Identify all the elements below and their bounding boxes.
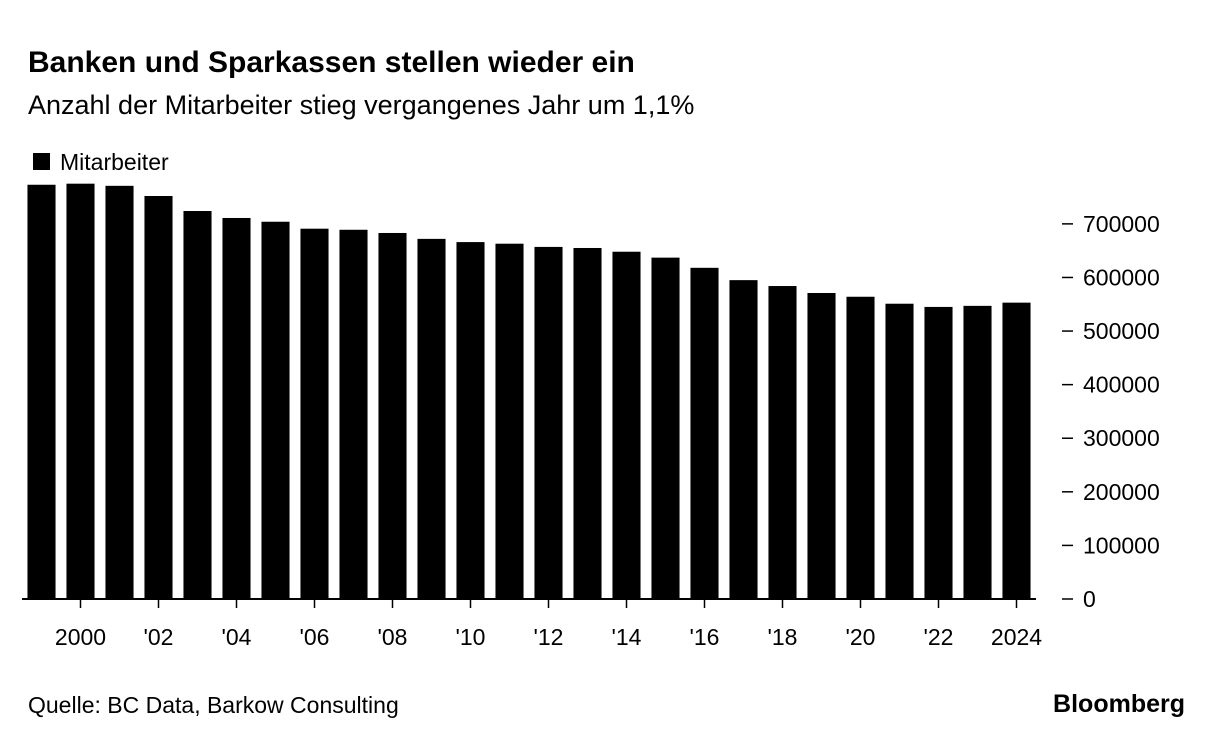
bar bbox=[378, 232, 407, 599]
bar bbox=[924, 306, 953, 599]
bar bbox=[105, 185, 134, 600]
x-tick-label: '20 bbox=[846, 624, 876, 650]
x-tick-label: 2000 bbox=[55, 624, 106, 650]
x-tick-label: '10 bbox=[456, 624, 486, 650]
x-tick-label: '04 bbox=[222, 624, 252, 650]
legend-swatch bbox=[33, 153, 50, 170]
x-tick-label: '22 bbox=[924, 624, 954, 650]
x-tick-label: '12 bbox=[534, 624, 564, 650]
x-tick-label: '02 bbox=[144, 624, 174, 650]
y-tick-label: 400000 bbox=[1083, 372, 1160, 398]
bar bbox=[534, 246, 563, 599]
bar bbox=[885, 303, 914, 599]
bar bbox=[300, 228, 329, 599]
x-tick-label: 2024 bbox=[991, 624, 1042, 650]
bar bbox=[768, 286, 797, 599]
x-tick-label: '14 bbox=[612, 624, 642, 650]
bar bbox=[27, 184, 56, 599]
x-tick-label: '06 bbox=[300, 624, 330, 650]
y-tick-label: 500000 bbox=[1083, 318, 1160, 344]
bar bbox=[846, 296, 875, 599]
bar bbox=[222, 217, 251, 599]
bar bbox=[495, 243, 524, 599]
bar bbox=[729, 280, 758, 599]
bar bbox=[456, 242, 485, 600]
x-tick-label: '16 bbox=[690, 624, 720, 650]
bar bbox=[417, 238, 446, 599]
brand: Bloomberg bbox=[1053, 690, 1185, 718]
bar bbox=[144, 196, 173, 599]
y-tick-label: 200000 bbox=[1083, 479, 1160, 505]
bar bbox=[261, 221, 290, 599]
bar bbox=[963, 305, 992, 599]
bar bbox=[690, 267, 719, 599]
bar bbox=[339, 229, 368, 599]
y-tick-label: 700000 bbox=[1083, 211, 1160, 237]
bar bbox=[66, 183, 95, 599]
x-tick-label: '18 bbox=[768, 624, 798, 650]
legend-label: Mitarbeiter bbox=[60, 149, 169, 175]
y-tick-label: 0 bbox=[1083, 586, 1096, 612]
x-tick-label: '08 bbox=[378, 624, 408, 650]
y-tick-label: 100000 bbox=[1083, 532, 1160, 558]
y-tick-label: 600000 bbox=[1083, 264, 1160, 290]
bar bbox=[1002, 302, 1031, 599]
bar bbox=[183, 211, 212, 599]
bar bbox=[807, 293, 836, 599]
y-tick-label: 300000 bbox=[1083, 425, 1160, 451]
chart-title: Banken und Sparkassen stellen wieder ein bbox=[28, 46, 635, 79]
chart-subtitle: Anzahl der Mitarbeiter stieg vergangenes… bbox=[28, 90, 694, 120]
bar bbox=[573, 247, 602, 599]
source: Quelle: BC Data, Barkow Consulting bbox=[28, 692, 399, 718]
bar bbox=[612, 251, 641, 599]
bar bbox=[651, 257, 680, 599]
